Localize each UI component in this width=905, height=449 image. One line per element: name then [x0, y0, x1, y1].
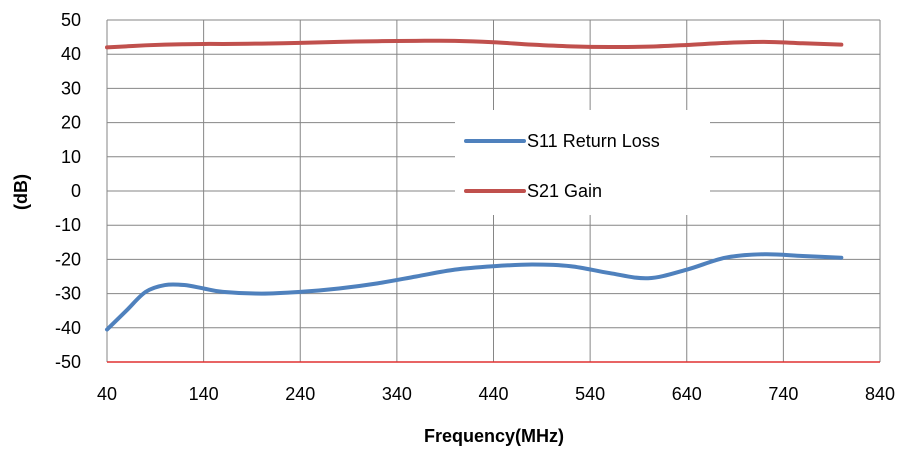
y-tick-label: 20	[61, 113, 81, 133]
y-tick-label: 10	[61, 147, 81, 167]
y-tick-label: -40	[55, 318, 81, 338]
legend-label-s21: S21 Gain	[527, 181, 602, 201]
y-axis-title: (dB)	[11, 174, 31, 210]
y-tick-label: -50	[55, 352, 81, 372]
series-line-s11	[105, 252, 844, 332]
y-tick-label: 0	[71, 181, 81, 201]
x-axis-title: Frequency(MHz)	[424, 426, 564, 446]
x-tick-label: 140	[189, 384, 219, 404]
series-lines	[105, 38, 844, 332]
y-tick-label: -30	[55, 284, 81, 304]
x-tick-label: 640	[672, 384, 702, 404]
legend-box	[455, 110, 710, 215]
x-tick-label: 340	[382, 384, 412, 404]
x-tick-label: 540	[575, 384, 605, 404]
legend-label-s11: S11 Return Loss	[527, 131, 660, 151]
x-tick-label: 740	[768, 384, 798, 404]
legend: S11 Return Loss S21 Gain	[455, 110, 710, 215]
tick-labels: -50 -40 -30 -20 -10 0 10 20 30 40 50 40 140 240 340 440…	[55, 10, 895, 404]
x-tick-label: 840	[865, 384, 895, 404]
y-tick-label: -20	[55, 249, 81, 269]
axes	[106, 20, 880, 363]
series-line-s21	[105, 38, 844, 50]
y-tick-label: 30	[61, 78, 81, 98]
y-tick-label: -10	[55, 215, 81, 235]
x-tick-label: 440	[478, 384, 508, 404]
x-tick-label: 40	[97, 384, 117, 404]
y-tick-label: 40	[61, 44, 81, 64]
x-tick-label: 240	[285, 384, 315, 404]
y-tick-label: 50	[61, 10, 81, 30]
